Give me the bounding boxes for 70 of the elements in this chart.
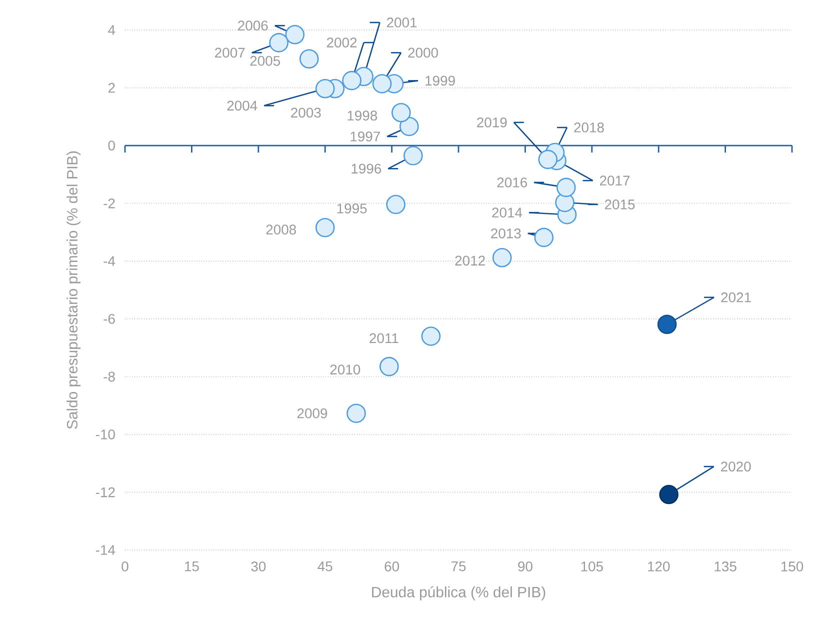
- x-tick-label: 105: [581, 562, 603, 572]
- annotation: 1996: [352, 164, 382, 174]
- point: [386, 194, 406, 214]
- point: [285, 24, 305, 44]
- point: [657, 314, 677, 334]
- annotation: 2003: [291, 108, 321, 118]
- point: [391, 102, 411, 122]
- annotation: 2017: [600, 176, 630, 186]
- annotation: 2005: [250, 56, 280, 66]
- point: [299, 49, 319, 69]
- point: [421, 326, 441, 346]
- y-tick-label: -10: [96, 429, 115, 440]
- point: [556, 178, 576, 198]
- x-tick-label: 120: [648, 562, 670, 572]
- point: [492, 248, 512, 268]
- annotation: 2013: [491, 228, 521, 238]
- point: [659, 484, 678, 504]
- annotation: 2006: [238, 20, 268, 31]
- point: [342, 70, 362, 90]
- annotation: 2007: [215, 48, 245, 58]
- point: [399, 116, 419, 136]
- annotation: 2009: [297, 408, 328, 418]
- annotation: 2011: [370, 333, 398, 344]
- annotation: 1997: [350, 132, 380, 142]
- annotation: 2019: [477, 117, 507, 128]
- point: [315, 78, 335, 98]
- point: [315, 218, 335, 238]
- annotation: 2021: [721, 292, 751, 302]
- annotation: 2002: [326, 38, 357, 48]
- point: [404, 146, 423, 166]
- point: [538, 150, 558, 170]
- annotation: 2016: [497, 177, 528, 188]
- y-tick-label: -14: [96, 545, 116, 555]
- annotation: 2012: [455, 256, 485, 266]
- annotation: 2004: [227, 100, 258, 111]
- y-axis-title: Saldo presupuestario primario (% del PIB): [66, 151, 80, 429]
- annotation: 1995: [337, 204, 367, 214]
- y-tick-label: -12: [96, 487, 115, 498]
- x-tick-label: 0: [122, 562, 128, 572]
- annotation: 2010: [330, 364, 360, 374]
- y-tick-label: 2: [108, 82, 115, 93]
- x-tick-label: 60: [384, 562, 400, 572]
- y-tick-label: 4: [108, 25, 116, 35]
- x-tick-label: 90: [518, 562, 532, 572]
- point: [346, 404, 366, 424]
- x-tick-label: 150: [781, 562, 804, 572]
- annotation: 2018: [574, 122, 604, 132]
- annotation: 2000: [408, 48, 438, 58]
- x-tick-label: 45: [318, 562, 332, 572]
- annotation: 2015: [604, 200, 635, 210]
- annotation: 1999: [426, 76, 455, 86]
- x-tick-label: 15: [185, 562, 199, 572]
- y-tick-label: -8: [104, 372, 115, 382]
- y-tick-label: 0: [108, 140, 115, 150]
- y-tick-label: -4: [104, 256, 116, 266]
- point: [534, 228, 554, 248]
- x-tick-label: 135: [714, 562, 736, 572]
- point: [379, 356, 399, 376]
- annotation: 2008: [266, 224, 296, 235]
- point: [269, 33, 289, 52]
- point: [372, 74, 392, 94]
- y-tick-label: -6: [104, 314, 115, 324]
- x-tick-label: 30: [251, 562, 266, 572]
- annotation: 2020: [721, 462, 751, 472]
- x-tick-label: 75: [451, 562, 466, 572]
- annotation: 1998: [348, 110, 378, 121]
- x-axis-title: Deuda pública (% del PIB): [372, 586, 546, 600]
- annotation: 2014: [492, 208, 522, 218]
- y-tick-label: -2: [104, 198, 115, 208]
- annotation: 2001: [386, 18, 417, 28]
